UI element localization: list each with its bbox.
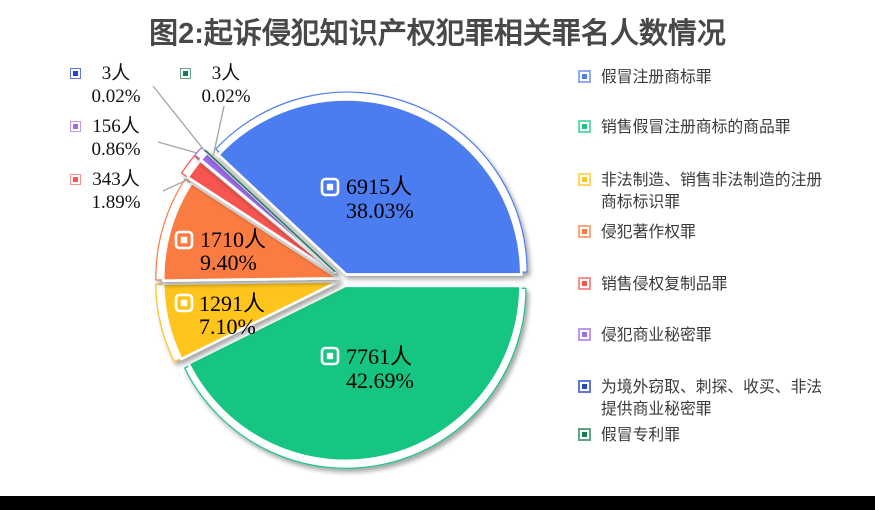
legend-item-label: 销售侵权复制品罪 <box>601 276 728 293</box>
callout-percent: 0.86% <box>91 138 141 160</box>
pie-slice-0 <box>215 91 528 276</box>
legend-marker-icon <box>180 68 191 79</box>
legend-item-4: 销售侵权复制品罪 <box>578 274 831 296</box>
legend-marker-icon <box>578 225 591 238</box>
square-marker-icon <box>320 346 340 366</box>
legend-item-7: 假冒专利罪 <box>578 425 831 447</box>
chart-title: 图2:起诉侵犯知识产权犯罪相关罪名人数情况 <box>149 18 726 50</box>
callout-text: 3人 0.02% <box>86 63 146 108</box>
legend-item-label: 为境外窃取、刺探、收买、非法提供商业秘密罪 <box>601 379 823 418</box>
slice-value-label: 1710人 <box>200 227 266 252</box>
legend-marker-icon <box>70 68 81 79</box>
legend-item-3: 侵犯著作权罪 <box>578 222 831 244</box>
slice-value-label: 7761人 <box>346 344 412 369</box>
callout-label-7: 3人 0.02% <box>180 63 256 108</box>
legend-marker-icon <box>578 173 591 186</box>
legend-item-label: 侵犯著作权罪 <box>601 224 696 241</box>
callout-label-6: 3人 0.02% <box>70 63 146 108</box>
callout-percent: 0.02% <box>91 85 141 107</box>
legend-marker-icon <box>578 328 591 341</box>
bottom-black-bar <box>0 496 875 510</box>
legend-item-label: 侵犯商业秘密罪 <box>601 327 712 344</box>
chart-legend: 假冒注册商标罪销售假冒注册商标的商品罪非法制造、销售非法制造的注册商标标识罪侵犯… <box>578 0 848 510</box>
legend-marker-icon <box>578 277 591 290</box>
pie-slice-1 <box>183 284 527 469</box>
callout-text: 343人 1.89% <box>86 169 146 214</box>
callout-percent: 1.89% <box>91 191 141 213</box>
square-marker-icon <box>174 230 194 250</box>
slice-percent-label: 7.10% <box>199 314 256 339</box>
pie-slice-3 <box>155 178 340 282</box>
slice-value-label: 1291人 <box>199 291 265 316</box>
legend-item-label: 销售假冒注册商标的商品罪 <box>601 119 791 136</box>
callout-value: 3人 <box>101 63 131 84</box>
leader-line-5 <box>157 141 198 154</box>
square-marker-icon <box>320 177 340 197</box>
leader-line-7 <box>212 105 225 158</box>
square-marker-icon <box>174 293 194 313</box>
callout-text: 156人 0.86% <box>86 116 146 161</box>
legend-marker-icon <box>578 428 591 441</box>
legend-marker-icon <box>578 380 591 393</box>
leader-line-4 <box>162 178 190 192</box>
leader-line-6 <box>152 85 205 151</box>
callout-label-4: 343人 1.89% <box>70 169 146 214</box>
callout-label-5: 156人 0.86% <box>70 116 146 161</box>
legend-item-0: 假冒注册商标罪 <box>578 67 831 89</box>
slice-percent-label: 42.69% <box>346 368 414 393</box>
slice-percent-label: 38.03% <box>346 198 414 223</box>
legend-item-1: 销售假冒注册商标的商品罪 <box>578 117 831 139</box>
legend-item-label: 假冒注册商标罪 <box>601 69 712 86</box>
legend-item-label: 假冒专利罪 <box>601 427 680 444</box>
legend-marker-icon <box>578 70 591 83</box>
pie-slice-7 <box>204 149 336 273</box>
legend-marker-icon <box>578 120 591 133</box>
legend-item-6: 为境外窃取、刺探、收买、非法提供商业秘密罪 <box>578 377 831 420</box>
pie-slice-2 <box>155 280 340 363</box>
legend-marker-icon <box>70 121 81 132</box>
callout-value: 343人 <box>92 169 140 190</box>
legend-marker-icon <box>70 174 81 185</box>
callout-value: 156人 <box>92 116 140 137</box>
callout-text: 3人 0.02% <box>196 63 256 108</box>
legend-item-5: 侵犯商业秘密罪 <box>578 325 831 347</box>
callout-percent: 0.02% <box>201 85 251 107</box>
slice-value-label: 6915人 <box>346 174 412 199</box>
legend-item-label: 非法制造、销售非法制造的注册商标标识罪 <box>601 172 823 211</box>
callout-value: 3人 <box>211 63 241 84</box>
legend-item-2: 非法制造、销售非法制造的注册商标标识罪 <box>578 170 831 213</box>
slice-percent-label: 9.40% <box>200 250 257 275</box>
